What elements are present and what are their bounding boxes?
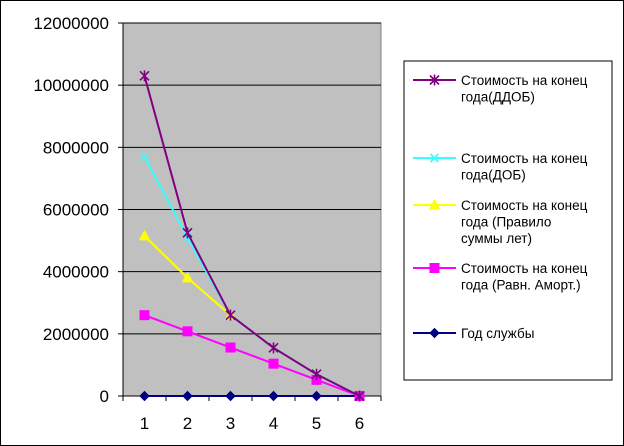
data-point-star xyxy=(225,309,236,321)
data-point-diamond xyxy=(268,390,279,402)
legend-entry: Стоимость на конец года (Равн. Аморт.) xyxy=(413,261,588,293)
legend-label: Стоимость на конец xyxy=(461,261,588,276)
x-tick-label: 2 xyxy=(183,414,192,433)
series-layer xyxy=(138,70,365,402)
data-point-square xyxy=(268,358,279,369)
data-point-triangle xyxy=(428,198,441,210)
y-tick-label: 6000000 xyxy=(43,201,109,220)
gridlines xyxy=(123,22,381,335)
data-point-square xyxy=(139,310,150,321)
data-point-star xyxy=(182,227,193,239)
x-tick-label: 4 xyxy=(269,414,278,433)
y-tick-label: 0 xyxy=(100,387,109,406)
y-tick-label: 10000000 xyxy=(33,76,109,95)
data-point-square xyxy=(429,263,440,273)
legend-label: Стоимость на конец xyxy=(461,198,588,213)
data-point-triangle xyxy=(181,271,194,283)
legend-label: года (Равн. Аморт.) xyxy=(461,278,581,293)
legend-entry: Стоимость на конец года(ДДОБ) xyxy=(413,73,588,105)
data-point-square xyxy=(225,342,236,353)
data-point-star xyxy=(139,70,150,82)
x-tick-label: 1 xyxy=(140,414,149,433)
data-point-diamond xyxy=(139,390,150,402)
data-point-star xyxy=(429,74,440,86)
data-point-triangle xyxy=(138,229,151,241)
x-tick-label: 6 xyxy=(355,414,364,433)
legend-box xyxy=(403,60,613,381)
data-point-star xyxy=(268,342,279,354)
data-point-star xyxy=(354,390,365,402)
legend-label: суммы лет) xyxy=(461,231,532,246)
legend-label: Год службы xyxy=(461,326,534,341)
series-line xyxy=(144,314,360,397)
legend-label: года(ДДОБ) xyxy=(461,90,535,105)
data-point-star xyxy=(311,368,322,380)
tick-labels: 0 2000000 4000000 6000000 8000000 10000000 120… xyxy=(33,14,364,433)
legend-entry: Год службы xyxy=(413,326,534,341)
series-0 xyxy=(139,70,365,402)
data-point-diamond xyxy=(225,390,236,402)
data-point-x xyxy=(429,153,440,163)
series-line xyxy=(143,75,360,397)
legend-label: Стоимость на конец xyxy=(461,151,588,166)
y-tick-label: 8000000 xyxy=(43,138,109,157)
legend-label: Стоимость на конец xyxy=(461,73,588,88)
data-point-diamond xyxy=(429,327,440,339)
data-point-diamond xyxy=(311,390,322,402)
legend-label: года (Правило xyxy=(461,215,551,230)
x-tick-label: 5 xyxy=(312,414,321,433)
data-point-x xyxy=(139,152,150,162)
legend-entry: Стоимость на конец года(ДОБ) xyxy=(413,151,588,183)
data-point-square xyxy=(182,326,193,337)
data-point-diamond xyxy=(182,390,193,402)
y-tick-label: 12000000 xyxy=(33,14,109,33)
y-tick-label: 4000000 xyxy=(43,263,109,282)
y-tick-label: 2000000 xyxy=(43,325,109,344)
x-tick-label: 3 xyxy=(226,414,235,433)
legend-label: года(ДОБ) xyxy=(461,168,526,183)
